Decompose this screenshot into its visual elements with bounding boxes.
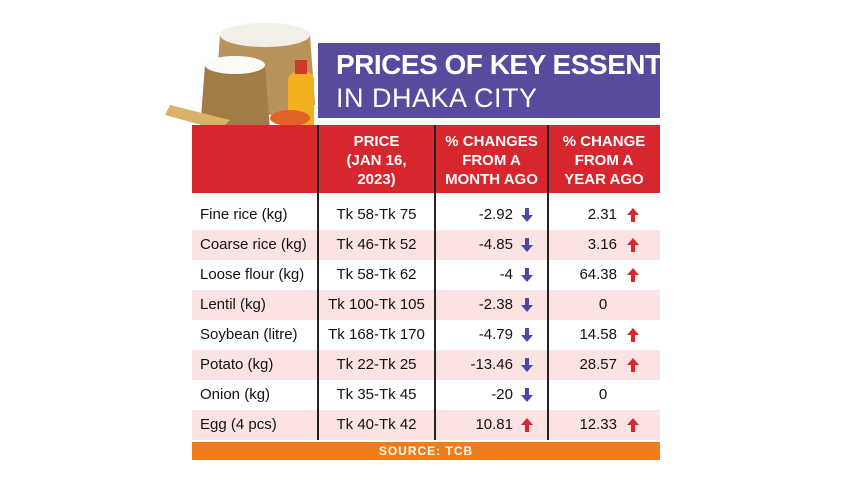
- column-header: % CHANGES FROM A MONTH AGO: [435, 132, 548, 189]
- arrow-up: [627, 268, 639, 282]
- year-change: 14.58: [579, 326, 617, 343]
- header-line: FROM A: [462, 152, 521, 169]
- arrow-down: [521, 268, 533, 282]
- arrow-up: [627, 208, 639, 222]
- month-change: -4: [499, 266, 513, 283]
- table-row: [192, 350, 660, 380]
- item-name: Loose flour (kg): [200, 266, 305, 283]
- header-line: (JAN 16,: [346, 152, 407, 169]
- month-change: -13.46: [470, 356, 513, 373]
- arrow-down: [521, 238, 533, 252]
- arrow-up: [627, 238, 639, 252]
- title: PRICES OF KEY ESSENTIALS: [336, 49, 724, 80]
- column-header: % CHANGE FROM A YEAR AGO: [548, 132, 660, 189]
- item-name: Fine rice (kg): [200, 206, 288, 223]
- price: Tk 35-Tk 45: [336, 386, 417, 403]
- year-change: 28.57: [579, 356, 617, 373]
- item-name: Onion (kg): [200, 386, 271, 403]
- month-change: -4.85: [478, 236, 513, 253]
- item-name: Potato (kg): [200, 356, 274, 373]
- arrow-down: [521, 208, 533, 222]
- price: Tk 168-Tk 170: [328, 326, 425, 343]
- price: Tk 58-Tk 75: [336, 206, 417, 223]
- table-row: [192, 410, 660, 440]
- column-divider: [547, 125, 549, 440]
- year-change: 3.16: [587, 236, 617, 253]
- header-line: PRICE: [353, 133, 400, 150]
- item-name: Soybean (litre): [200, 326, 298, 343]
- table-row: [192, 200, 660, 230]
- arrow-down: [521, 358, 533, 372]
- price: Tk 100-Tk 105: [328, 296, 425, 313]
- price: Tk 22-Tk 25: [336, 356, 417, 373]
- table-row: [192, 320, 660, 350]
- month-change: -4.79: [478, 326, 513, 343]
- price: Tk 40-Tk 42: [336, 416, 417, 433]
- year-change: 0: [598, 386, 608, 403]
- column-header: PRICE (JAN 16, 2023): [318, 132, 435, 189]
- subtitle: IN DHAKA CITY: [336, 83, 538, 113]
- arrow-up: [627, 358, 639, 372]
- year-change: 64.38: [579, 266, 617, 283]
- price: Tk 58-Tk 62: [336, 266, 417, 283]
- table-row: [192, 260, 660, 290]
- header-line: MONTH AGO: [445, 171, 538, 188]
- month-change: -20: [491, 386, 513, 403]
- title-banner: PRICES OF KEY ESSENTIALS IN DHAKA CITY: [318, 43, 724, 118]
- table-row: [192, 290, 660, 320]
- month-change: -2.38: [478, 296, 513, 313]
- header-line: % CHANGES: [445, 133, 538, 150]
- column-divider: [434, 125, 436, 440]
- source: SOURCE: TCB: [192, 442, 660, 460]
- table-row: [192, 380, 660, 410]
- arrow-up: [627, 328, 639, 342]
- header-line: 2023): [357, 171, 396, 188]
- year-change: 12.33: [579, 416, 617, 433]
- arrow-down: [521, 298, 533, 312]
- month-change: -2.92: [478, 206, 513, 223]
- arrow-down: [521, 328, 533, 342]
- arrow-up: [521, 418, 533, 432]
- header-line: FROM A: [574, 152, 634, 169]
- column-divider: [317, 125, 319, 440]
- item-name: Coarse rice (kg): [200, 236, 307, 253]
- arrow-down: [521, 388, 533, 402]
- year-change: 2.31: [587, 206, 617, 223]
- year-change: 0: [598, 296, 608, 313]
- item-name: Lentil (kg): [200, 296, 266, 313]
- table-row: [192, 230, 660, 260]
- arrow-up: [627, 418, 639, 432]
- price: Tk 46-Tk 52: [336, 236, 417, 253]
- table-header: [192, 125, 660, 193]
- header-line: YEAR AGO: [564, 171, 644, 188]
- month-change: 10.81: [475, 416, 513, 433]
- item-name: Egg (4 pcs): [200, 416, 277, 433]
- header-line: % CHANGE: [562, 133, 646, 150]
